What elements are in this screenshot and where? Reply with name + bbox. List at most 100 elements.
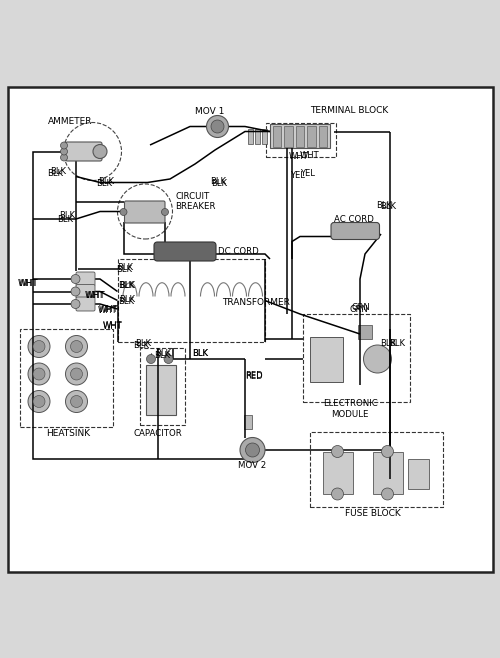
Text: YEL: YEL bbox=[300, 168, 315, 178]
Bar bbox=[20, 329, 112, 426]
Circle shape bbox=[382, 445, 394, 457]
Circle shape bbox=[66, 336, 88, 357]
Text: BLK: BLK bbox=[119, 280, 135, 290]
Text: WHT: WHT bbox=[103, 320, 122, 330]
Text: BLK: BLK bbox=[118, 297, 134, 306]
Text: BLK: BLK bbox=[192, 349, 208, 359]
Bar bbox=[296, 126, 304, 147]
Circle shape bbox=[382, 488, 394, 500]
Text: BLK: BLK bbox=[211, 180, 227, 188]
Circle shape bbox=[332, 488, 344, 500]
Circle shape bbox=[332, 445, 344, 457]
Circle shape bbox=[60, 148, 68, 155]
Bar bbox=[318, 126, 327, 147]
Bar bbox=[284, 126, 292, 147]
Circle shape bbox=[71, 274, 80, 284]
Text: MOV 2: MOV 2 bbox=[238, 461, 266, 470]
Text: BLK: BLK bbox=[380, 202, 396, 211]
Text: BLK: BLK bbox=[155, 349, 171, 357]
Bar bbox=[254, 129, 260, 144]
Circle shape bbox=[120, 209, 127, 216]
Text: WHT: WHT bbox=[86, 290, 106, 299]
FancyBboxPatch shape bbox=[76, 284, 95, 299]
Circle shape bbox=[33, 340, 45, 353]
Circle shape bbox=[66, 363, 88, 385]
Bar bbox=[322, 451, 352, 494]
Text: WHT: WHT bbox=[18, 280, 37, 288]
Text: BLK: BLK bbox=[50, 167, 66, 176]
Circle shape bbox=[33, 368, 45, 380]
Text: TRANSFORMER: TRANSFORMER bbox=[222, 298, 290, 307]
Text: CIRCUIT
BREAKER: CIRCUIT BREAKER bbox=[176, 191, 216, 211]
FancyBboxPatch shape bbox=[124, 201, 165, 223]
Circle shape bbox=[246, 443, 260, 457]
Bar bbox=[307, 126, 316, 147]
Text: BLK: BLK bbox=[116, 265, 132, 274]
Text: TERMINAL BLOCK: TERMINAL BLOCK bbox=[310, 106, 388, 115]
Text: CAPACITOR: CAPACITOR bbox=[133, 429, 182, 438]
Text: HEATSINK: HEATSINK bbox=[46, 429, 90, 438]
Text: BLK: BLK bbox=[192, 349, 208, 357]
Bar bbox=[310, 336, 342, 382]
Circle shape bbox=[70, 395, 83, 407]
Circle shape bbox=[60, 142, 68, 149]
Text: WHT: WHT bbox=[85, 291, 104, 301]
Bar bbox=[266, 123, 336, 157]
Text: BLK: BLK bbox=[118, 263, 134, 272]
Text: ELECTRONIC
MODULE: ELECTRONIC MODULE bbox=[322, 399, 378, 418]
Text: RED: RED bbox=[245, 370, 262, 380]
Circle shape bbox=[71, 287, 80, 296]
Text: WHT: WHT bbox=[19, 280, 38, 288]
Circle shape bbox=[162, 209, 168, 216]
Text: BLK: BLK bbox=[380, 338, 396, 347]
Circle shape bbox=[70, 340, 83, 353]
Text: AC CORD: AC CORD bbox=[334, 216, 374, 224]
Text: MOV 1: MOV 1 bbox=[196, 107, 224, 116]
FancyBboxPatch shape bbox=[66, 142, 102, 161]
Text: BLK: BLK bbox=[58, 215, 74, 224]
FancyBboxPatch shape bbox=[154, 242, 216, 261]
Circle shape bbox=[70, 368, 83, 380]
Text: BLK: BLK bbox=[118, 281, 134, 290]
Text: BLK: BLK bbox=[59, 211, 75, 220]
Text: BLK: BLK bbox=[210, 177, 226, 186]
Circle shape bbox=[146, 355, 156, 363]
Circle shape bbox=[28, 363, 50, 385]
Text: BLK: BLK bbox=[119, 295, 135, 305]
Text: WHT: WHT bbox=[102, 322, 122, 331]
Bar bbox=[248, 129, 253, 144]
FancyBboxPatch shape bbox=[76, 272, 95, 286]
Text: BLK: BLK bbox=[96, 180, 112, 188]
FancyBboxPatch shape bbox=[76, 297, 95, 311]
Circle shape bbox=[60, 154, 68, 161]
Text: GRN: GRN bbox=[350, 305, 369, 313]
Bar bbox=[302, 314, 410, 401]
Text: BLK: BLK bbox=[154, 351, 170, 359]
Circle shape bbox=[211, 120, 224, 133]
Text: DC CORD: DC CORD bbox=[218, 247, 258, 257]
Text: WHT: WHT bbox=[289, 152, 308, 161]
Text: RED: RED bbox=[245, 372, 262, 381]
Bar bbox=[372, 451, 402, 494]
Bar bbox=[270, 124, 330, 148]
Text: WHT: WHT bbox=[300, 151, 320, 159]
Text: FUSE BLOCK: FUSE BLOCK bbox=[344, 509, 401, 519]
Text: YEL: YEL bbox=[290, 170, 305, 180]
Bar bbox=[310, 432, 442, 507]
Circle shape bbox=[28, 390, 50, 413]
Text: BLK: BLK bbox=[134, 340, 150, 349]
Circle shape bbox=[240, 438, 265, 463]
Text: BLK: BLK bbox=[135, 340, 151, 349]
Text: WHT: WHT bbox=[99, 305, 118, 315]
Circle shape bbox=[28, 336, 50, 357]
Bar bbox=[244, 415, 252, 429]
Circle shape bbox=[66, 390, 88, 413]
Bar bbox=[272, 126, 281, 147]
FancyBboxPatch shape bbox=[331, 222, 380, 240]
Bar bbox=[118, 259, 265, 342]
Text: AMMETER: AMMETER bbox=[48, 116, 92, 126]
Text: WHT: WHT bbox=[98, 306, 117, 315]
Circle shape bbox=[71, 299, 80, 309]
Bar bbox=[358, 325, 372, 339]
Circle shape bbox=[164, 355, 173, 363]
